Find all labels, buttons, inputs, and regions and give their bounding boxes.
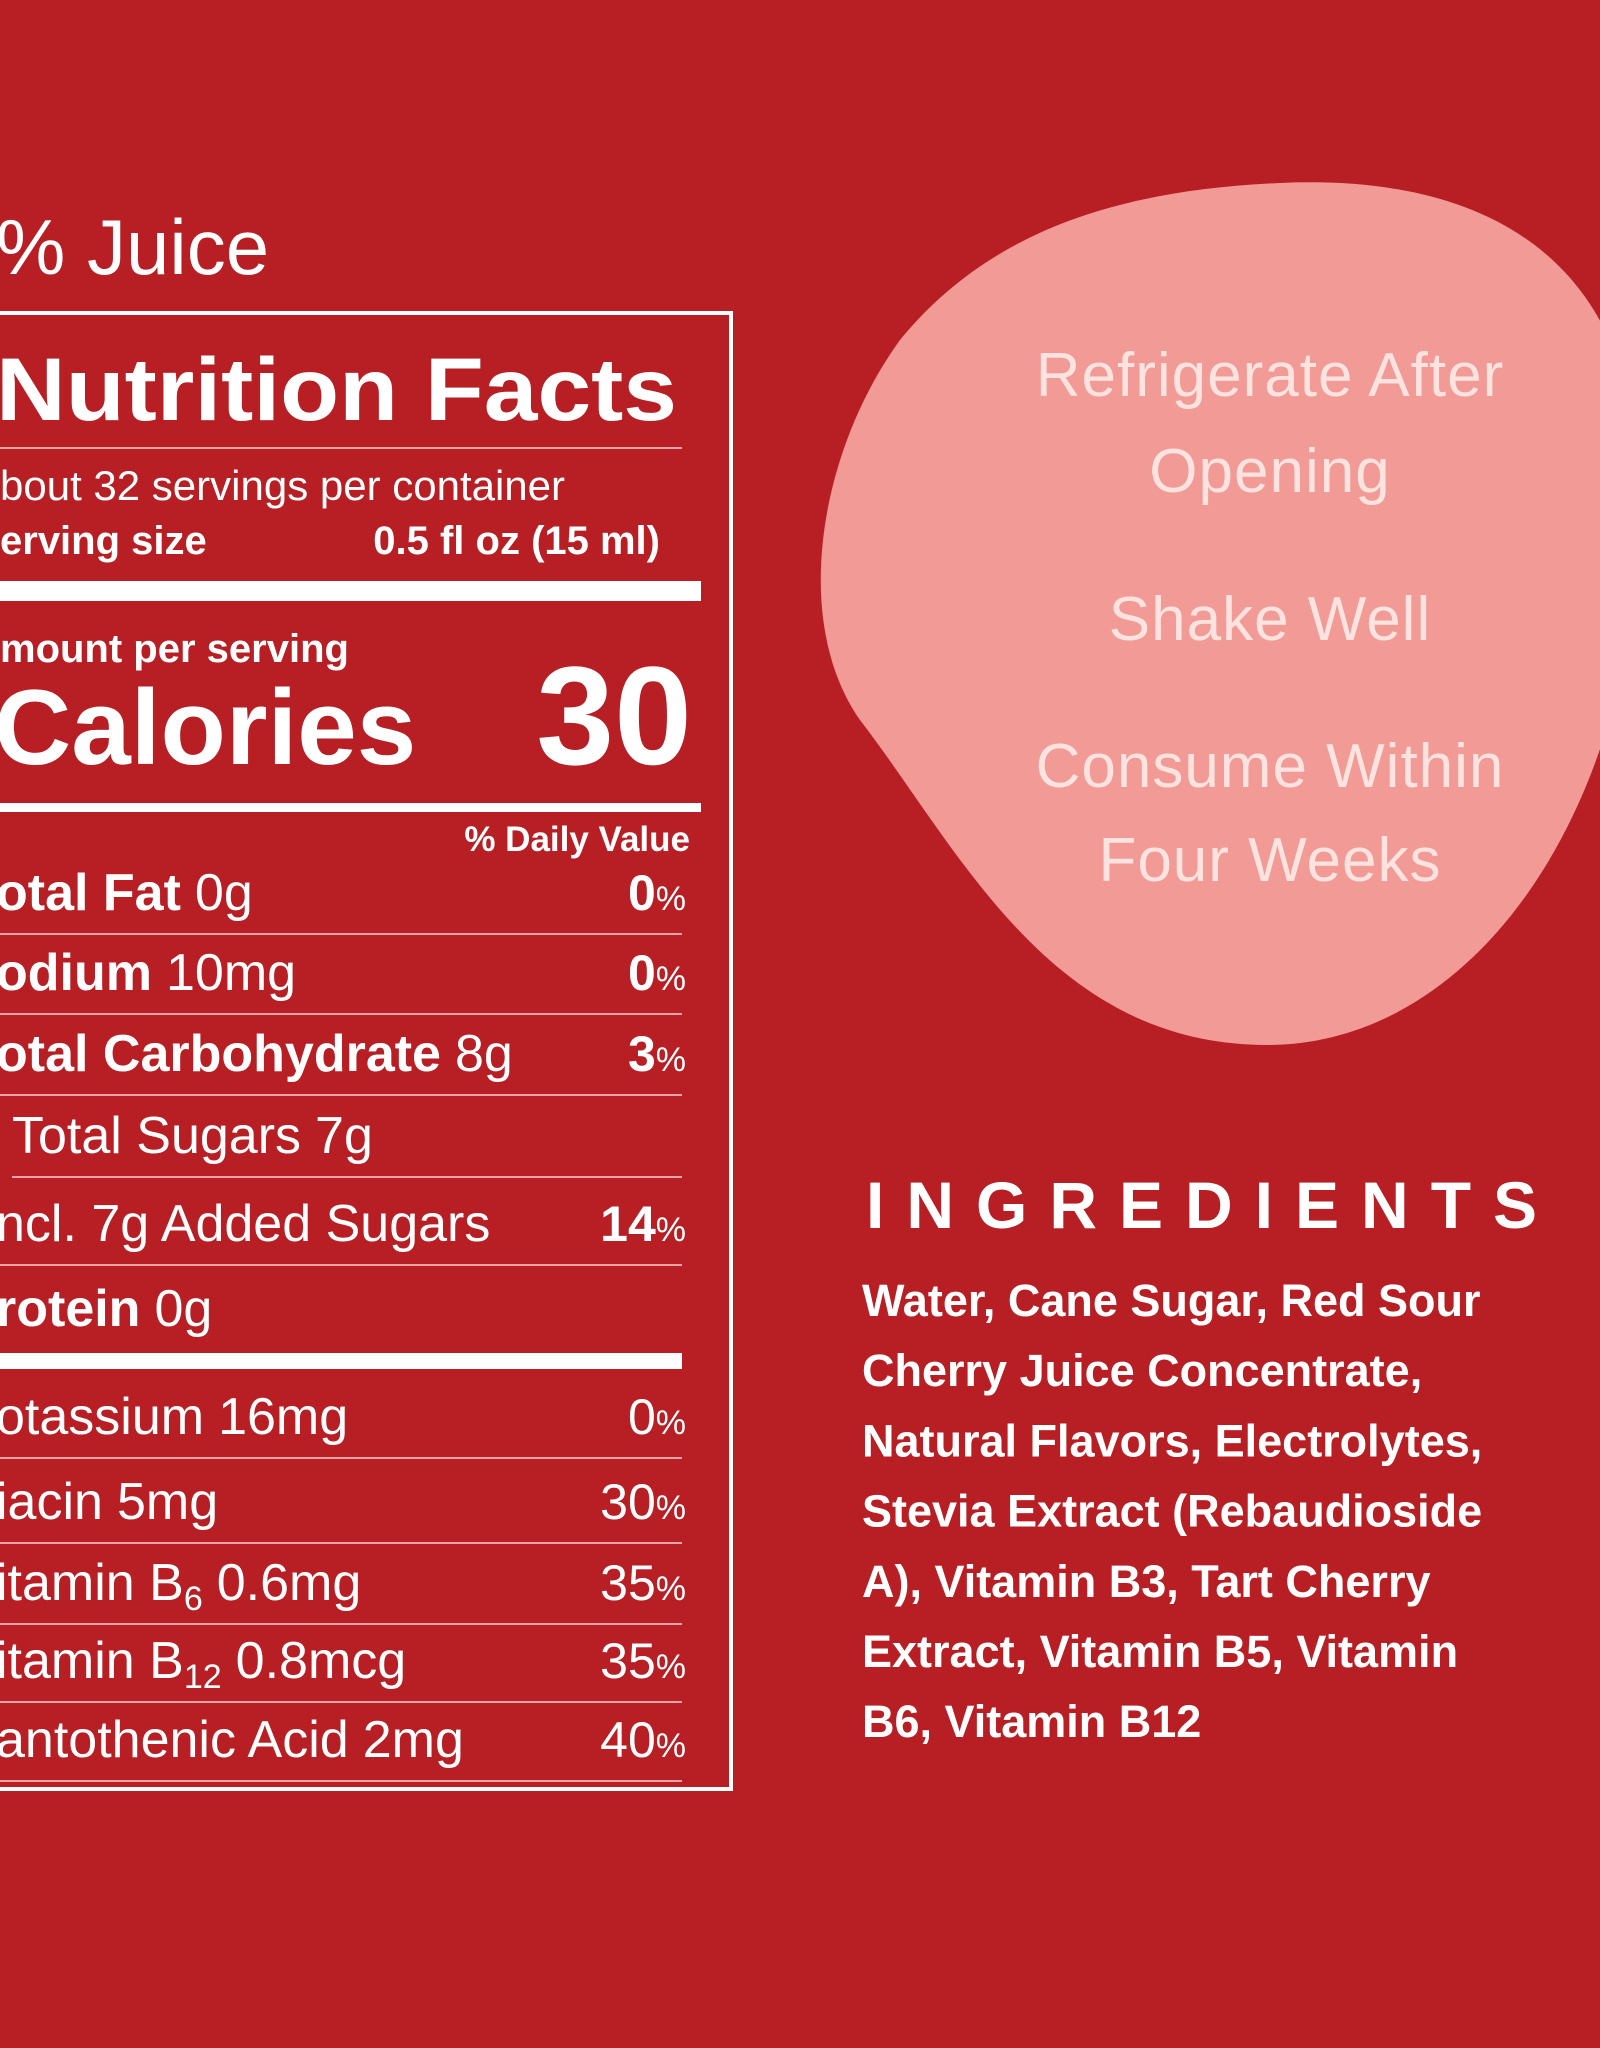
ingredients-title: INGREDIENTS: [866, 1168, 1559, 1242]
ingredient-line: Extract, Vitamin B5, Vitamin: [862, 1626, 1458, 1677]
nutrient-name: antothenic Acid: [0, 1711, 349, 1769]
nutrient-rows: otal Fat 0g 0%odium 10mg 0%otal Carbohydrate…: [0, 864, 686, 1782]
nutrient-amount: 0.8mcg: [236, 1632, 407, 1690]
daily-value: 0%: [628, 1389, 686, 1445]
daily-value: 35%: [600, 1633, 686, 1689]
ingredient-line: Water, Cane Sugar, Red Sour: [862, 1275, 1481, 1326]
nutrient-label: otal Carbohydrate 8g: [0, 1025, 513, 1083]
percent-value: 0: [628, 945, 656, 1001]
thick-rule: [0, 1353, 682, 1369]
nutrient-amount: 5mg: [117, 1473, 218, 1531]
storage-note: Consume Within: [1036, 732, 1505, 801]
serving-size-label: erving size: [0, 519, 207, 563]
nutrient-name: rotein: [0, 1280, 140, 1338]
nutrient-label: odium 10mg: [0, 944, 296, 1002]
daily-value-header: % Daily Value: [464, 820, 690, 859]
nutrient-name: itamin B: [0, 1554, 184, 1612]
percent-sign: %: [656, 1570, 686, 1608]
daily-value: 35%: [600, 1555, 686, 1611]
nutrition-title: Nutrition Facts: [0, 339, 677, 439]
nutrient-label: rotein 0g: [0, 1280, 212, 1338]
percent-value: 14: [600, 1196, 656, 1252]
calories-label: Calories: [0, 667, 416, 787]
daily-value: 40%: [600, 1712, 686, 1768]
nutrient-amount: 7g: [315, 1107, 373, 1165]
nutrient-name: Total Sugars: [12, 1107, 301, 1165]
serving-size: 0.5 fl oz (15 ml): [373, 519, 660, 563]
daily-value: 14%: [600, 1196, 686, 1252]
daily-value: 0%: [628, 945, 686, 1001]
subscript: 12: [184, 1658, 222, 1696]
percent-sign: %: [656, 1211, 686, 1249]
storage-note: Opening: [1149, 437, 1390, 506]
nutrient-amount: 0g: [154, 1280, 212, 1338]
nutrient-label: otassium 16mg: [0, 1388, 348, 1446]
nutrition-box: [0, 311, 733, 1791]
nutrient-amount: 16mg: [218, 1388, 348, 1446]
percent-value: 35: [600, 1633, 656, 1689]
storage-note: Shake Well: [1109, 585, 1431, 654]
nutrient-amount: 8g: [455, 1025, 513, 1083]
nutrient-name: odium: [0, 944, 152, 1002]
nutrient-name: itamin B: [0, 1632, 184, 1690]
medium-rule: [0, 803, 701, 812]
amount-per-serving: mount per serving: [0, 627, 349, 671]
nutrient-amount: 0.6mg: [217, 1554, 362, 1612]
ingredient-line: Cherry Juice Concentrate,: [862, 1345, 1422, 1396]
daily-value: 3%: [628, 1026, 686, 1082]
nutrient-label: antothenic Acid 2mg: [0, 1711, 464, 1769]
storage-note: Refrigerate After: [1036, 341, 1504, 410]
calories-value: 30: [536, 637, 692, 794]
nutrient-label: itamin B6 0.6mg: [0, 1554, 361, 1618]
ingredient-line: B6, Vitamin B12: [862, 1696, 1201, 1747]
daily-value: 30%: [600, 1474, 686, 1530]
nutrient-name: otal Fat: [0, 864, 181, 922]
percent-value: 35: [600, 1555, 656, 1611]
servings: bout 32 servings per container: [0, 462, 565, 509]
nutrient-name: otal Carbohydrate: [0, 1025, 441, 1083]
percent-value: 0: [628, 865, 656, 921]
percent-sign: %: [656, 1648, 686, 1686]
nutrient-label: Total Sugars 7g: [12, 1107, 373, 1165]
percent-value: 0: [628, 1389, 656, 1445]
ingredient-line: A), Vitamin B3, Tart Cherry: [862, 1556, 1430, 1607]
ingredient-line: Stevia Extract (Rebaudioside: [862, 1486, 1482, 1537]
ingredients-list: Water, Cane Sugar, Red Sour Cherry Juice …: [862, 1275, 1482, 1747]
percent-value: 40: [600, 1712, 656, 1768]
nutrient-amount: 2mg: [363, 1711, 464, 1769]
storage-notes: Refrigerate After Opening Shake Well Consum…: [1036, 341, 1505, 895]
percent-sign: %: [656, 880, 686, 918]
percent-sign: %: [656, 1489, 686, 1527]
percent-sign: %: [656, 1041, 686, 1079]
ingredient-line: Natural Flavors, Electrolytes,: [862, 1415, 1482, 1466]
nutrient-name: otassium: [0, 1388, 204, 1446]
nutrient-name: ncl. 7g Added Sugars: [0, 1195, 490, 1253]
nutrient-label: otal Fat 0g: [0, 864, 253, 922]
percent-value: 3: [628, 1026, 656, 1082]
percent-sign: %: [656, 1727, 686, 1765]
nutrient-amount: 0g: [195, 864, 253, 922]
product-title: % Juice: [0, 203, 269, 291]
percent-sign: %: [656, 1404, 686, 1442]
nutrient-label: itamin B12 0.8mcg: [0, 1632, 406, 1696]
nutrient-amount: 10mg: [166, 944, 296, 1002]
thick-rule: [0, 581, 701, 601]
percent-sign: %: [656, 960, 686, 998]
subscript: 6: [184, 1580, 203, 1618]
nutrient-label: iacin 5mg: [0, 1473, 218, 1531]
storage-note: Four Weeks: [1098, 826, 1441, 895]
storage-blob: [820, 182, 1600, 1045]
nutrient-label: ncl. 7g Added Sugars: [0, 1195, 490, 1253]
daily-value: 0%: [628, 865, 686, 921]
nutrient-name: iacin: [0, 1473, 103, 1531]
percent-value: 30: [600, 1474, 656, 1530]
